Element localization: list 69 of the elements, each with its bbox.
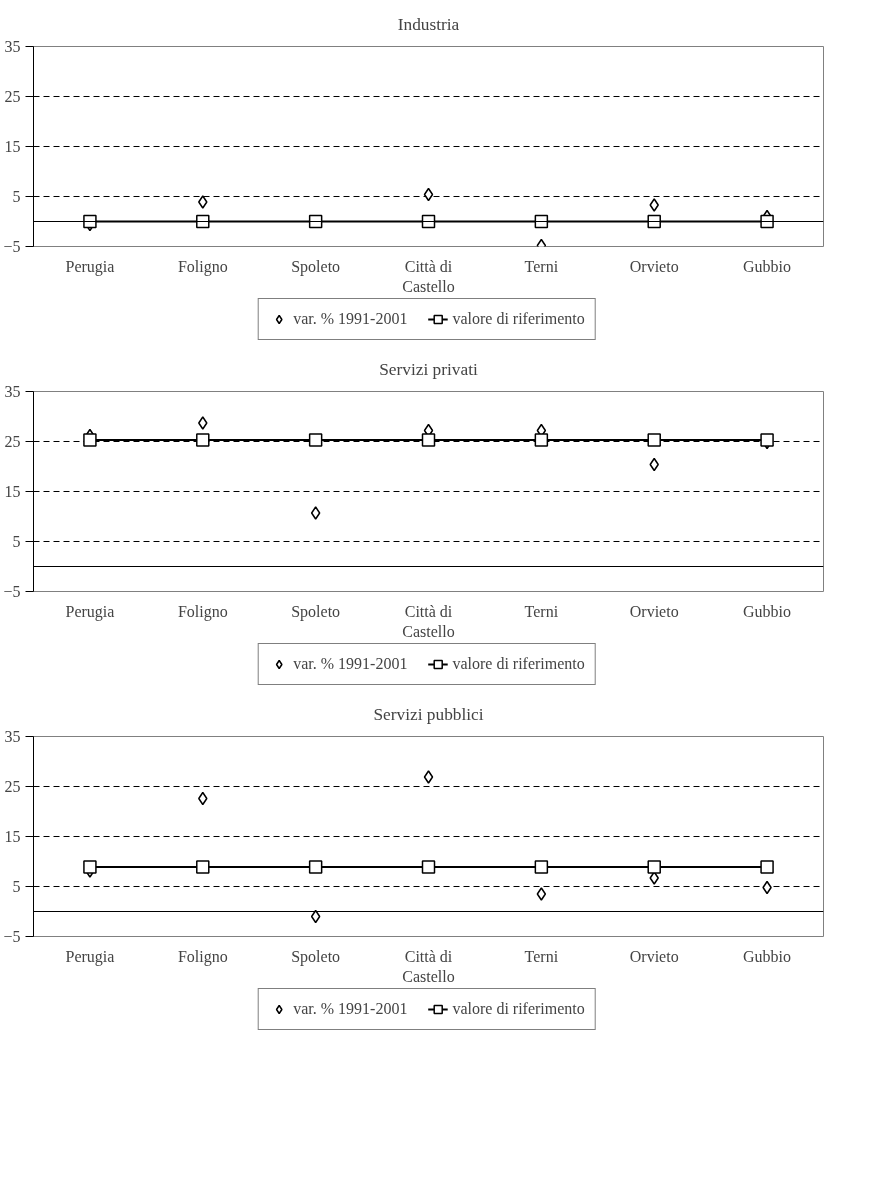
point [308,433,323,447]
x-tick-label: Orvieto [629,947,679,965]
y-tick-label: 5 [12,878,21,895]
legend-label: var. % 1991-2001 [293,310,408,328]
x-tick-label: Foligno [177,602,228,621]
point [308,860,323,874]
x-tick-label: Perugia [65,257,115,276]
point [760,860,774,874]
point [647,433,661,447]
point [647,860,661,874]
y-tick-label: 35 [4,728,21,745]
point [196,214,210,229]
x-tick-label: Spoleto [291,947,341,966]
y-tick-label: 35 [4,38,21,55]
legend-label: var. % 1991-2001 [293,1000,408,1018]
point [421,860,436,874]
x-tick-label: Gubbio [743,602,792,620]
point [83,860,97,874]
point [196,860,210,874]
y-tick-label: 15 [4,138,21,155]
x-tick-label: Orvieto [629,602,679,620]
x-tick-label: Città di Castello [402,947,455,985]
y-tick-label: 25 [4,778,21,795]
x-tick-label: Terni [524,947,559,965]
y-tick-label: 15 [4,828,21,845]
point [310,506,321,520]
point [83,433,97,447]
x-tick-label: Terni [524,602,559,620]
y-tick-label: −5 [3,583,21,600]
point [196,433,210,447]
point [760,214,774,229]
point [647,214,661,229]
x-tick-label: Gubbio [743,257,792,275]
legend-label: var. % 1991-2001 [293,655,408,673]
legend-label: valore di riferimento [452,1000,585,1018]
point [423,770,434,784]
x-tick-label: Spoleto [291,257,341,276]
y-tick-label: 5 [12,533,21,550]
x-tick-label: Foligno [177,947,228,966]
x-tick-label: Spoleto [291,602,341,621]
x-tick-label: Città di Castello [402,602,455,640]
point [423,187,434,202]
y-tick-label: −5 [3,928,21,945]
x-tick-label: Perugia [65,947,115,966]
point [536,887,547,901]
point [198,195,208,209]
y-tick-label: 5 [12,188,21,205]
legend-label: valore di riferimento [452,655,585,673]
legend-label: valore di riferimento [452,310,585,328]
point [198,416,208,430]
x-tick-label: Città di Castello [402,257,455,295]
point [534,433,549,447]
point [534,860,549,874]
point [310,909,321,924]
y-tick-label: 35 [4,383,21,400]
chart-title: Industria [397,15,460,34]
y-tick-label: 25 [4,88,21,105]
x-tick-label: Foligno [177,257,228,276]
x-tick-label: Gubbio [743,947,792,965]
y-tick-label: 15 [4,483,21,500]
y-tick-label: −5 [3,238,21,255]
y-tick-label: 25 [4,433,21,450]
point [649,198,659,212]
chart-title: Servizi pubblici [373,705,484,724]
x-tick-label: Orvieto [629,257,679,275]
chart-title: Servizi privati [379,360,479,379]
x-tick-label: Perugia [65,602,115,621]
x-tick-label: Terni [524,257,559,275]
point [421,433,436,447]
